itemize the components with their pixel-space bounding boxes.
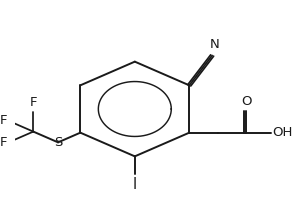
Text: S: S [54,136,62,149]
Text: I: I [133,177,137,192]
Text: F: F [30,96,37,109]
Text: N: N [210,38,220,51]
Text: O: O [241,95,252,108]
Text: F: F [0,114,8,127]
Text: OH: OH [272,126,293,139]
Text: F: F [0,136,8,149]
